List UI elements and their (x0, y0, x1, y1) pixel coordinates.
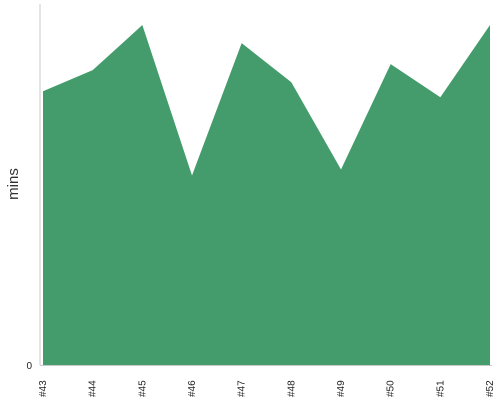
x-tick-label: #48 (286, 380, 297, 397)
x-tick-label: #45 (137, 380, 148, 397)
data-point-51 (438, 95, 442, 99)
x-tick-label: #43 (38, 380, 49, 397)
area-layer (41, 23, 492, 366)
area-series (43, 25, 490, 366)
x-tick-label: #46 (187, 380, 198, 397)
x-tick-label: #50 (386, 380, 397, 397)
x-tick-labels: #43 #44 #45 #46 #47 #48 #49 #50 #51 #52 (38, 380, 496, 397)
data-point-47 (240, 41, 244, 45)
data-point-52 (488, 23, 492, 27)
x-tick-label: #47 (237, 380, 248, 397)
data-point-48 (289, 80, 293, 84)
x-tick-label: #44 (88, 380, 99, 397)
data-point-46 (190, 173, 194, 177)
x-tick-label: #49 (336, 380, 347, 397)
data-point-50 (389, 62, 393, 66)
x-tick-label: #51 (435, 380, 446, 397)
data-point-43 (41, 89, 45, 93)
data-point-45 (140, 23, 144, 27)
y-tick-labels: 0 (26, 361, 32, 372)
y-tick-label: 0 (26, 361, 32, 372)
x-tick-label: #52 (485, 380, 496, 397)
axis-layer (39, 4, 492, 366)
y-axis-title: mins (5, 168, 22, 200)
data-point-49 (339, 167, 343, 171)
data-point-44 (91, 68, 95, 72)
